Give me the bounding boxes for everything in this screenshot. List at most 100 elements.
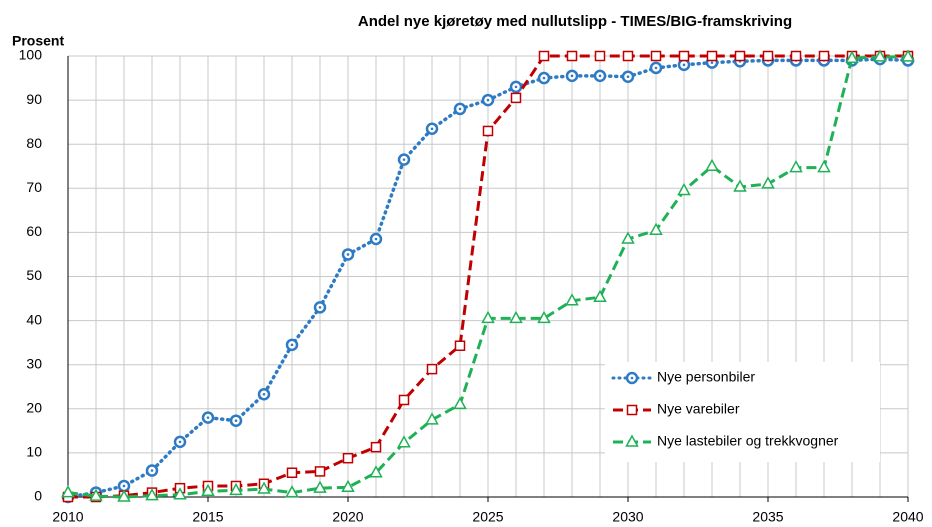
marker-dot (402, 158, 406, 161)
y-tick-label: 80 (26, 135, 42, 151)
marker-dot (346, 253, 350, 256)
marker-dot (262, 392, 266, 396)
x-tick-label: 2040 (892, 509, 923, 525)
marker (369, 465, 383, 478)
marker (678, 50, 690, 62)
marker (341, 479, 355, 493)
marker (621, 231, 635, 244)
marker (285, 338, 299, 352)
legend-label: Nye personbiler (657, 369, 755, 385)
y-tick-label: 30 (26, 355, 42, 371)
y-tick-label: 20 (26, 400, 42, 416)
marker (313, 480, 327, 493)
marker (425, 412, 439, 425)
marker (481, 310, 495, 324)
marker (229, 482, 243, 496)
marker (425, 122, 439, 136)
marker (173, 487, 187, 500)
marker (201, 411, 215, 424)
marker (426, 363, 438, 375)
marker (509, 80, 523, 94)
marker (537, 71, 551, 85)
marker (593, 69, 607, 83)
y-tick-label: 10 (26, 444, 42, 460)
marker-dot (430, 127, 434, 131)
y-tick-label: 70 (26, 179, 42, 195)
marker (706, 50, 718, 62)
marker (509, 310, 523, 324)
marker (537, 310, 551, 324)
marker (341, 248, 355, 261)
marker-dot (234, 419, 238, 423)
marker-dot (486, 98, 490, 102)
marker (61, 485, 75, 498)
y-tick-label: 40 (26, 311, 42, 327)
marker (621, 70, 635, 83)
marker (342, 452, 354, 464)
marker (454, 340, 466, 351)
marker (510, 92, 522, 104)
marker (453, 396, 467, 410)
marker-dot (290, 343, 294, 347)
marker (397, 153, 411, 166)
marker-dot (710, 61, 714, 64)
marker (790, 50, 802, 62)
marker (173, 435, 187, 449)
marker (538, 50, 550, 62)
y-tick-label: 100 (19, 47, 43, 63)
marker (762, 50, 774, 62)
marker-dot (514, 85, 518, 89)
marker (481, 93, 495, 107)
marker (369, 232, 383, 246)
marker (761, 176, 775, 189)
marker-dot (122, 484, 126, 488)
marker (89, 488, 103, 501)
marker-dot (598, 74, 602, 78)
marker (398, 394, 410, 406)
marker (650, 50, 662, 62)
marker (397, 435, 411, 448)
x-tick-label: 2020 (332, 509, 363, 525)
x-tick-label: 2035 (752, 509, 783, 525)
marker (370, 441, 382, 453)
y-tick-label: 50 (26, 267, 42, 283)
marker (286, 467, 298, 478)
marker (622, 50, 634, 62)
marker (649, 61, 663, 75)
marker-dot (458, 107, 462, 111)
marker (873, 49, 887, 62)
marker-dot (626, 75, 630, 79)
marker (257, 387, 271, 401)
legend-label: Nye varebiler (657, 401, 740, 417)
marker (453, 102, 467, 116)
marker (145, 464, 159, 477)
marker-dot (682, 63, 686, 67)
legend-label: Nye lastebiler og trekkvogner (657, 433, 839, 449)
marker (145, 488, 159, 501)
marker (818, 50, 830, 62)
marker (314, 466, 326, 477)
marker (625, 371, 639, 385)
marker (649, 222, 663, 235)
marker (901, 49, 915, 62)
marker (482, 125, 494, 137)
y-tick-label: 60 (26, 223, 42, 239)
marker (789, 160, 803, 173)
marker (705, 158, 719, 171)
marker-dot (318, 306, 322, 309)
marker (626, 404, 638, 416)
marker (565, 69, 579, 83)
marker (565, 293, 579, 306)
marker-dot (178, 440, 182, 444)
marker-dot (374, 237, 378, 241)
marker (229, 414, 243, 427)
marker (117, 489, 131, 502)
x-tick-label: 2030 (612, 509, 643, 525)
marker-dot (150, 469, 154, 472)
x-tick-label: 2025 (472, 509, 503, 525)
marker (734, 50, 746, 62)
x-tick-label: 2010 (52, 509, 83, 525)
marker (285, 485, 299, 498)
marker (817, 160, 831, 173)
